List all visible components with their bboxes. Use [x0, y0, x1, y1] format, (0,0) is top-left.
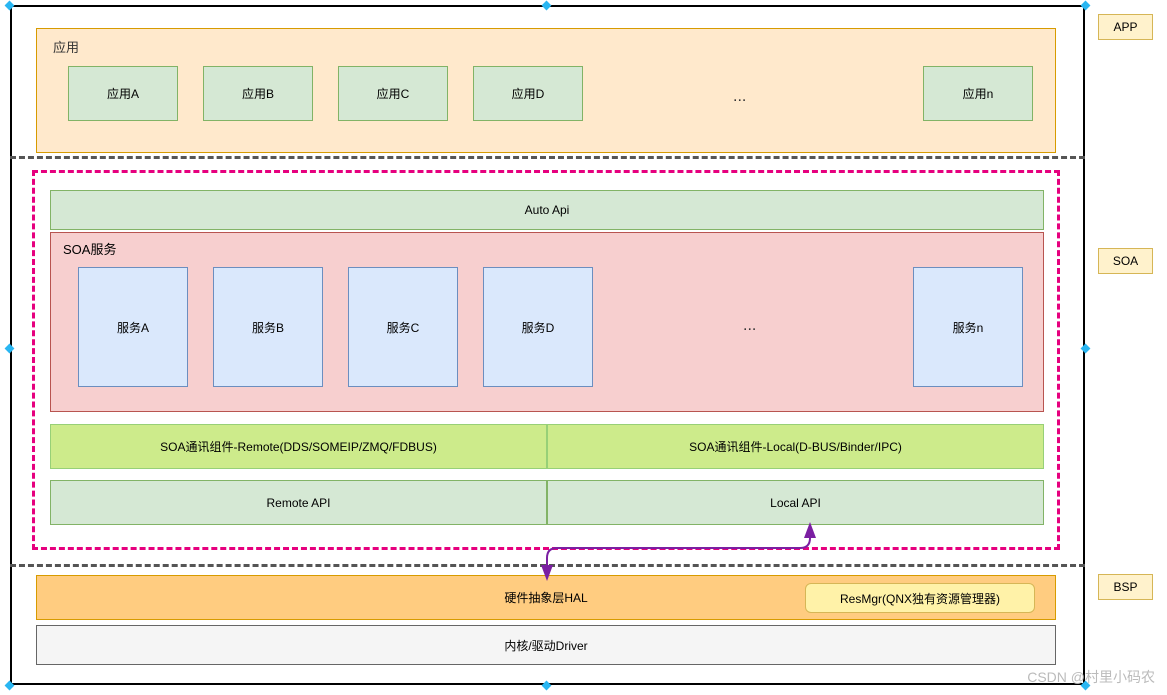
app-ellipsis: ... — [733, 88, 746, 106]
service-box: 服务C — [348, 267, 458, 387]
app-box: 应用B — [203, 66, 313, 121]
app-layer: 应用 ... 应用A 应用B 应用C 应用D 应用n — [36, 28, 1056, 153]
diagram-canvas: 应用 ... 应用A 应用B 应用C 应用D 应用n Auto Api SOA服务 ..… — [0, 0, 1167, 695]
comm-remote-box: SOA通讯组件-Remote(DDS/SOMEIP/ZMQ/FDBUS) — [50, 424, 547, 469]
resmgr-box: ResMgr(QNX独有资源管理器) — [805, 583, 1035, 613]
comm-remote-label: SOA通讯组件-Remote(DDS/SOMEIP/ZMQ/FDBUS) — [160, 438, 437, 455]
comm-local-box: SOA通讯组件-Local(D-BUS/Binder/IPC) — [547, 424, 1044, 469]
api-row: Remote API Local API — [50, 480, 1044, 525]
service-box: 服务n — [913, 267, 1023, 387]
hal-label: 硬件抽象层HAL — [504, 589, 587, 606]
divider-soa-bsp — [10, 564, 1085, 567]
app-row: ... 应用A 应用B 应用C 应用D 应用n — [53, 66, 1039, 126]
tag-bsp: BSP — [1098, 574, 1153, 600]
local-api-label: Local API — [770, 496, 821, 510]
app-box: 应用n — [923, 66, 1033, 121]
divider-app-soa — [10, 156, 1085, 159]
comm-row: SOA通讯组件-Remote(DDS/SOMEIP/ZMQ/FDBUS) SOA… — [50, 424, 1044, 469]
app-box: 应用A — [68, 66, 178, 121]
soa-service-title: SOA服务 — [63, 239, 1031, 258]
local-api-box: Local API — [547, 480, 1044, 525]
service-box: 服务B — [213, 267, 323, 387]
service-box: 服务A — [78, 267, 188, 387]
soa-service-layer: SOA服务 ... 服务A服务B服务C服务D 服务n — [50, 232, 1044, 412]
hal-box: 硬件抽象层HAL ResMgr(QNX独有资源管理器) — [36, 575, 1056, 620]
tag-soa: SOA — [1098, 248, 1153, 274]
app-box: 应用D — [473, 66, 583, 121]
remote-api-box: Remote API — [50, 480, 547, 525]
service-ellipsis: ... — [743, 317, 756, 335]
service-row: ... 服务A服务B服务C服务D 服务n — [63, 262, 1031, 392]
watermark: CSDN @村里小码农 — [1027, 667, 1155, 687]
auto-api-label: Auto Api — [525, 203, 570, 217]
tag-app: APP — [1098, 14, 1153, 40]
resmgr-label: ResMgr(QNX独有资源管理器) — [840, 590, 1000, 607]
auto-api-box: Auto Api — [50, 190, 1044, 230]
comm-local-label: SOA通讯组件-Local(D-BUS/Binder/IPC) — [689, 438, 902, 455]
service-box: 服务D — [483, 267, 593, 387]
remote-api-label: Remote API — [266, 496, 330, 510]
driver-box: 内核/驱动Driver — [36, 625, 1056, 665]
app-layer-title: 应用 — [53, 37, 1039, 56]
app-box: 应用C — [338, 66, 448, 121]
driver-label: 内核/驱动Driver — [504, 637, 587, 654]
